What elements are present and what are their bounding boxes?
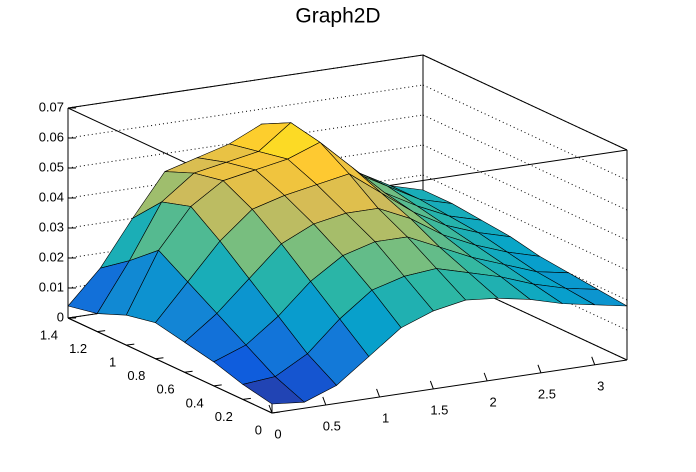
tick-mark xyxy=(242,397,251,400)
tick-mark xyxy=(483,372,488,382)
y-tick-label: 1 xyxy=(109,355,116,370)
z-tick-label: 0.06 xyxy=(39,129,64,144)
y-tick-label: 0.4 xyxy=(186,395,204,410)
tick-mark xyxy=(376,388,381,398)
tick-mark xyxy=(268,404,273,414)
y-tick-label: 1.2 xyxy=(69,341,87,356)
y-tick-label: 0 xyxy=(255,422,262,437)
z-tick-label: 0.01 xyxy=(39,279,64,294)
z-tick-label: 0.07 xyxy=(39,99,64,114)
y-tick-label: 0.6 xyxy=(156,382,174,397)
z-tick-label: 0.04 xyxy=(39,189,64,204)
tick-mark xyxy=(429,380,434,390)
z-tick-label: 0.05 xyxy=(39,159,64,174)
y-tick-label: 0.2 xyxy=(215,409,233,424)
tick-mark xyxy=(97,330,106,333)
grid-line xyxy=(422,84,628,181)
y-tick-label: 1.4 xyxy=(40,327,58,342)
tick-mark xyxy=(537,364,542,374)
x-tick-label: 2.5 xyxy=(538,386,556,401)
grid-line xyxy=(67,84,424,139)
grid-line xyxy=(422,144,628,241)
grid-line xyxy=(422,174,628,271)
axis-line xyxy=(67,317,273,414)
x-tick-label: 0.5 xyxy=(323,418,341,433)
x-tick-label: 1.5 xyxy=(430,402,448,417)
tick-mark xyxy=(126,343,135,346)
tick-mark xyxy=(155,357,164,360)
tick-mark xyxy=(67,316,77,319)
axis-line xyxy=(271,359,628,414)
x-tick-label: 2 xyxy=(490,394,497,409)
y-tick-label: 0.8 xyxy=(127,368,145,383)
z-tick-label: 0 xyxy=(57,309,64,324)
x-tick-label: 0 xyxy=(274,426,281,441)
tick-mark xyxy=(184,370,193,373)
z-tick-label: 0.02 xyxy=(39,249,64,264)
x-tick-label: 3 xyxy=(597,378,604,393)
surface-cell xyxy=(242,376,306,405)
grid-line xyxy=(422,264,628,361)
z-tick-label: 0.03 xyxy=(39,219,64,234)
grid-line xyxy=(422,114,628,211)
chart-title: Graph2D xyxy=(295,5,380,28)
tick-mark xyxy=(271,411,281,414)
grid-line xyxy=(422,54,628,151)
x-tick-label: 1 xyxy=(382,410,389,425)
tick-mark xyxy=(322,396,327,406)
tick-mark xyxy=(213,384,222,387)
frame-edge xyxy=(67,54,424,109)
tick-mark xyxy=(591,356,596,365)
